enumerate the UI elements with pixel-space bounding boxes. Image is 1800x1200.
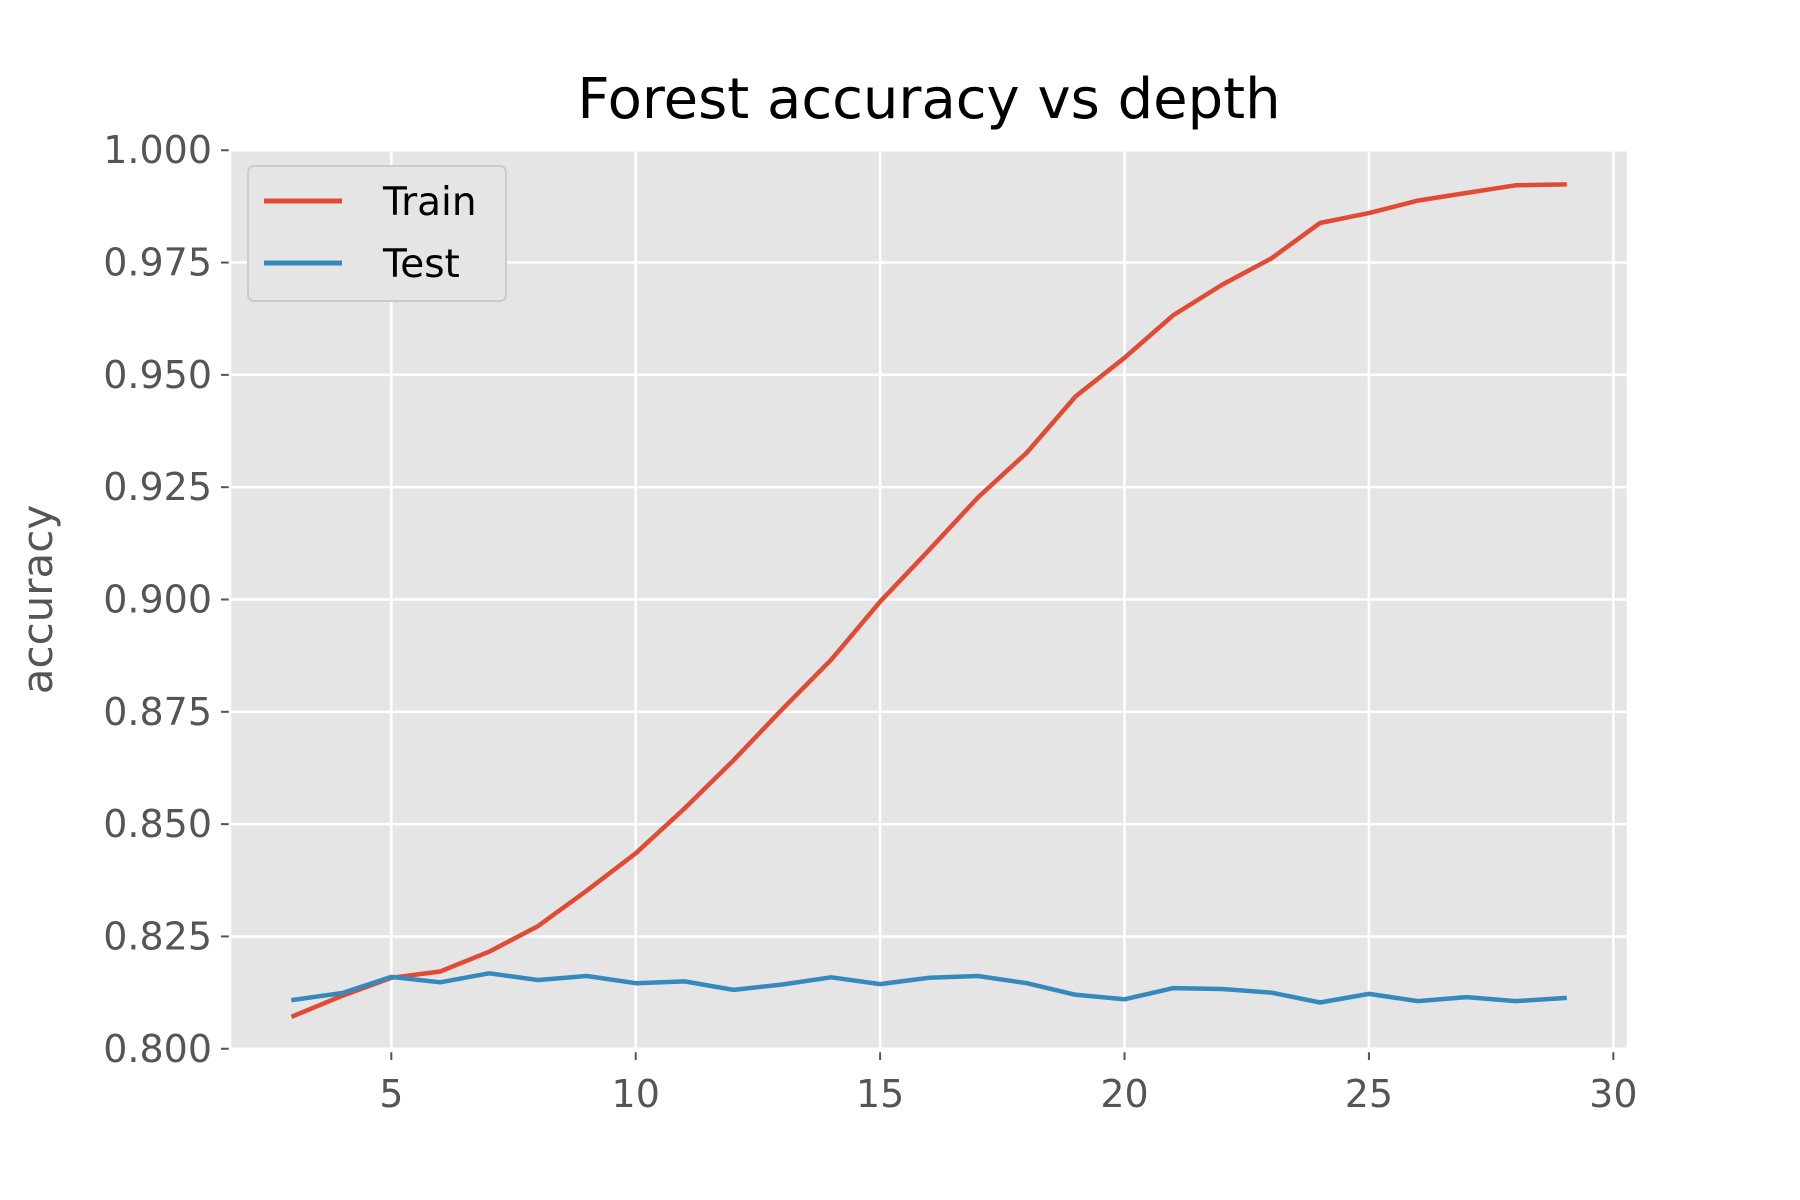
x-tick-label: 30 — [1589, 1072, 1637, 1116]
x-tick-label: 5 — [379, 1072, 403, 1116]
series-line-train — [290, 182, 1567, 1019]
series-line-test — [290, 971, 1567, 1005]
y-tick-label: 0.825 — [103, 914, 212, 958]
y-tick-label: 0.850 — [103, 802, 212, 846]
axes: 0.800 0.825 0.850 0.875 0.900 0.925 0.950 0.975… — [103, 128, 1637, 1116]
y-axis-label: accuracy — [13, 505, 62, 695]
chart-title: Forest accuracy vs depth — [577, 67, 1280, 132]
x-tick-label: 20 — [1100, 1072, 1148, 1116]
legend-label-test: Test — [382, 242, 460, 287]
y-tick-label: 0.875 — [103, 690, 212, 734]
plot-frame — [228, 146, 1630, 1053]
y-tick-label: 0.950 — [103, 353, 212, 397]
legend-label-train: Train — [382, 180, 477, 225]
y-tick-label: 0.925 — [103, 465, 212, 509]
x-tick-label: 25 — [1345, 1072, 1393, 1116]
series-layer — [290, 182, 1567, 1019]
y-tick-label: 1.000 — [103, 128, 212, 172]
legend: Train Test — [247, 165, 507, 302]
y-tick-label: 0.975 — [103, 241, 212, 285]
y-tick-label: 0.900 — [103, 578, 212, 622]
x-tick-label: 15 — [856, 1072, 904, 1116]
x-tick-label: 10 — [612, 1072, 660, 1116]
y-tick-label: 0.800 — [103, 1027, 212, 1071]
